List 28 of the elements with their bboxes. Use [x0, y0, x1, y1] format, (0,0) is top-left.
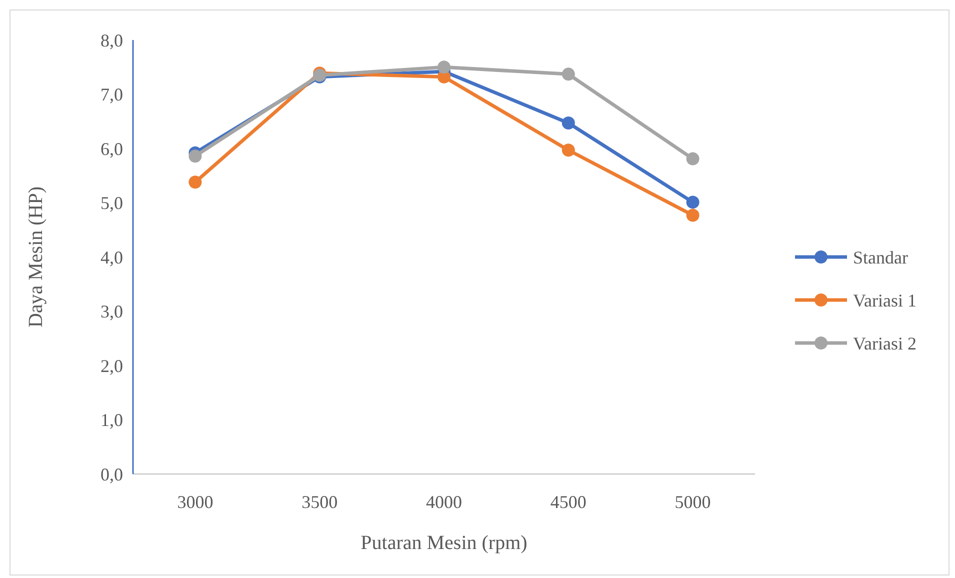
point — [438, 60, 450, 74]
y-tick-label: 7,0 — [100, 84, 123, 105]
point — [188, 150, 202, 163]
x-axis-title: Putaran Mesin (rpm) — [360, 532, 528, 554]
y-tick-label: 2,0 — [100, 356, 123, 376]
x-tick-label: 3500 — [302, 492, 338, 512]
y-axis-title: Daya Mesin (HP) — [25, 186, 47, 328]
x-tick-label: 4500 — [550, 492, 586, 512]
point — [686, 208, 700, 222]
point — [562, 144, 575, 157]
point — [562, 116, 575, 130]
point — [562, 68, 575, 81]
y-tick-label: 5,0 — [100, 193, 123, 214]
point — [188, 176, 202, 189]
x-tick-label: 4000 — [426, 492, 462, 512]
y-tick-label: 3,0 — [100, 302, 123, 322]
x-tick-label: 3000 — [177, 492, 214, 512]
y-tick-label: 4,0 — [100, 247, 123, 268]
legend-label: Standar — [853, 247, 908, 268]
point — [686, 152, 700, 166]
y-tick-label: 1,0 — [100, 410, 123, 430]
point — [686, 196, 700, 209]
y-tick-label: 8,0 — [100, 30, 123, 50]
legend-label: Variasi 1 — [853, 290, 916, 310]
legend-label: Variasi 2 — [853, 333, 916, 354]
y-tick-label: 6,0 — [100, 138, 123, 159]
y-tick-label: 0,0 — [100, 464, 123, 484]
x-tick-label: 5000 — [674, 492, 711, 512]
